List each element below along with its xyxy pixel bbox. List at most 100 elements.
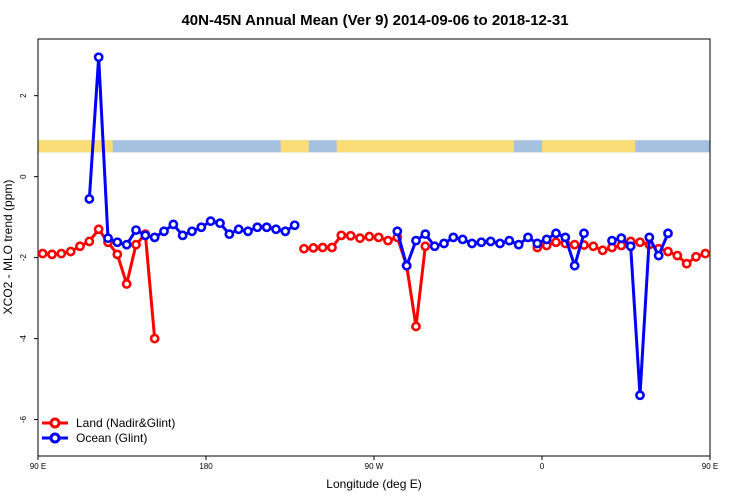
x-tick-label: 180	[199, 462, 213, 471]
data-point	[495, 238, 505, 249]
data-point	[607, 235, 617, 246]
data-point	[187, 226, 197, 237]
legend-ocean-label: Ocean (Glint)	[76, 431, 147, 445]
data-point	[653, 250, 664, 261]
data-point	[224, 229, 235, 240]
data-point	[261, 222, 272, 233]
data-point	[299, 243, 309, 254]
data-point	[84, 236, 95, 247]
data-point	[65, 246, 76, 257]
data-point	[205, 216, 216, 227]
y-tick-label: -4	[19, 334, 28, 342]
data-point	[672, 250, 683, 261]
data-point	[541, 234, 552, 245]
series-ocean	[84, 52, 673, 401]
data-point	[149, 333, 160, 344]
x-tick-label: 90 E	[30, 462, 46, 471]
data-point	[439, 238, 449, 249]
data-point	[355, 233, 365, 244]
legend-land-label: Land (Nadir&Glint)	[76, 416, 175, 430]
data-point	[588, 241, 599, 252]
data-point	[597, 245, 608, 256]
x-tick-label: 90 W	[365, 462, 384, 471]
data-point	[476, 237, 487, 248]
data-point	[411, 321, 421, 332]
y-axis-label: XCO2 - MLO trend (ppm)	[1, 180, 15, 315]
data-point	[644, 232, 655, 243]
legend-land-marker	[49, 417, 61, 429]
data-point	[289, 220, 300, 231]
data-point	[485, 236, 496, 247]
data-point	[513, 239, 524, 250]
data-point	[280, 226, 291, 237]
data-point	[317, 242, 328, 253]
data-point	[467, 238, 477, 249]
x-axis-label: Longitude (deg E)	[326, 477, 421, 491]
data-point	[37, 248, 48, 259]
data-point	[121, 239, 132, 250]
data-point	[635, 390, 645, 401]
data-point	[345, 230, 356, 241]
data-point	[663, 228, 673, 239]
data-point	[47, 249, 57, 260]
x-axis: 90 E 180 90 W 0 90 E	[30, 456, 718, 471]
data-point	[196, 222, 207, 233]
data-point	[635, 237, 645, 248]
data-point	[93, 52, 104, 63]
data-point	[121, 279, 132, 289]
data-point	[336, 230, 347, 241]
data-point	[252, 222, 263, 233]
y-tick-label: -6	[19, 415, 28, 423]
legend: Land (Nadir&Glint) Ocean (Glint)	[42, 416, 175, 445]
data-point	[560, 232, 571, 243]
data-point	[131, 225, 141, 235]
data-point	[327, 242, 337, 253]
data-point	[420, 229, 431, 240]
data-point	[140, 230, 151, 241]
data-point	[691, 251, 701, 262]
data-point	[663, 246, 673, 257]
data-point	[383, 235, 393, 246]
data-point	[401, 260, 412, 271]
data-point	[532, 238, 543, 249]
data-point	[75, 241, 85, 252]
y-tick-label: -2	[19, 254, 28, 262]
y-axis: 2 0 -2 -4 -6	[19, 93, 38, 423]
data-point	[569, 239, 580, 250]
data-point	[364, 231, 375, 242]
x-tick-label: 0	[540, 462, 545, 471]
data-point	[93, 224, 104, 235]
data-point	[504, 235, 515, 246]
series-layer	[37, 52, 711, 401]
data-point	[271, 224, 281, 235]
data-point	[569, 260, 580, 271]
data-point	[420, 241, 431, 252]
land-ocean-mask	[38, 140, 710, 153]
data-point	[616, 233, 627, 244]
legend-ocean-marker	[49, 432, 61, 444]
data-point	[215, 218, 225, 229]
data-point	[700, 248, 711, 259]
land-band-0	[38, 140, 113, 153]
data-point	[112, 237, 123, 248]
data-point	[103, 233, 113, 244]
chart-title: 40N-45N Annual Mean (Ver 9) 2014-09-06 t…	[181, 12, 568, 29]
data-point	[159, 226, 169, 237]
data-point	[373, 232, 384, 243]
data-point	[429, 241, 440, 252]
land-band-3	[542, 140, 636, 153]
data-point	[457, 234, 468, 245]
data-point	[625, 241, 636, 252]
data-point	[411, 235, 421, 246]
data-point	[112, 249, 123, 260]
y-tick-label: 0	[19, 174, 28, 179]
data-point	[56, 248, 67, 259]
data-point	[131, 239, 141, 250]
data-point	[579, 228, 589, 239]
data-point	[149, 232, 160, 243]
data-point	[551, 228, 561, 239]
data-point	[551, 237, 561, 248]
data-point	[243, 226, 253, 237]
data-point	[523, 232, 533, 243]
